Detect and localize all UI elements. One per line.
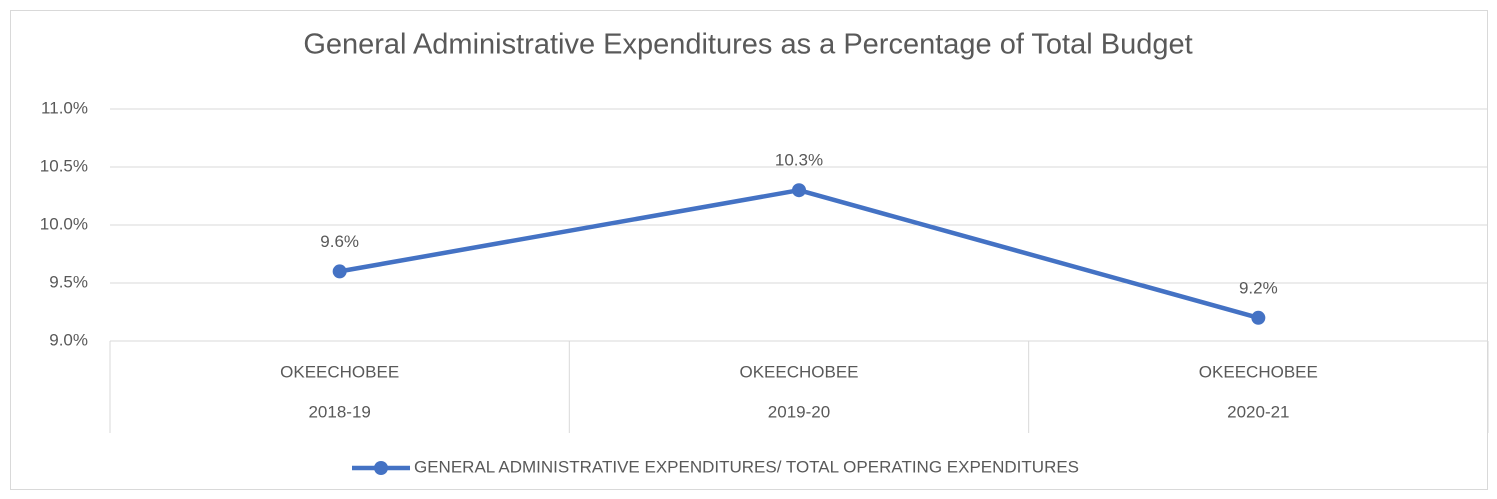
x-tick-label-group: OKEECHOBEE [280,362,399,381]
data-point [1251,310,1266,325]
x-tick-label-group: OKEECHOBEE [1199,362,1318,381]
data-label: 10.3% [775,151,823,170]
y-tick-label: 9.0% [49,330,88,349]
chart-title: General Administrative Expenditures as a… [303,29,1192,61]
x-tick-label-group: OKEECHOBEE [739,362,858,381]
y-tick-label: 10.5% [40,156,88,175]
chart-border [10,10,1488,490]
legend-label: GENERAL ADMINISTRATIVE EXPENDITURES/ TOT… [414,457,1079,476]
y-tick-label: 9.5% [49,272,88,291]
x-tick-label: 2018-19 [308,402,370,421]
data-label: 9.6% [320,232,359,251]
legend-marker [374,461,388,475]
x-tick-label: 2020-21 [1227,402,1289,421]
data-point [792,183,806,198]
data-label: 9.2% [1239,278,1278,297]
x-tick-label: 2019-20 [768,402,830,421]
data-point [332,264,347,279]
y-tick-label: 10.0% [40,214,88,233]
y-tick-label: 11.0% [41,98,88,117]
